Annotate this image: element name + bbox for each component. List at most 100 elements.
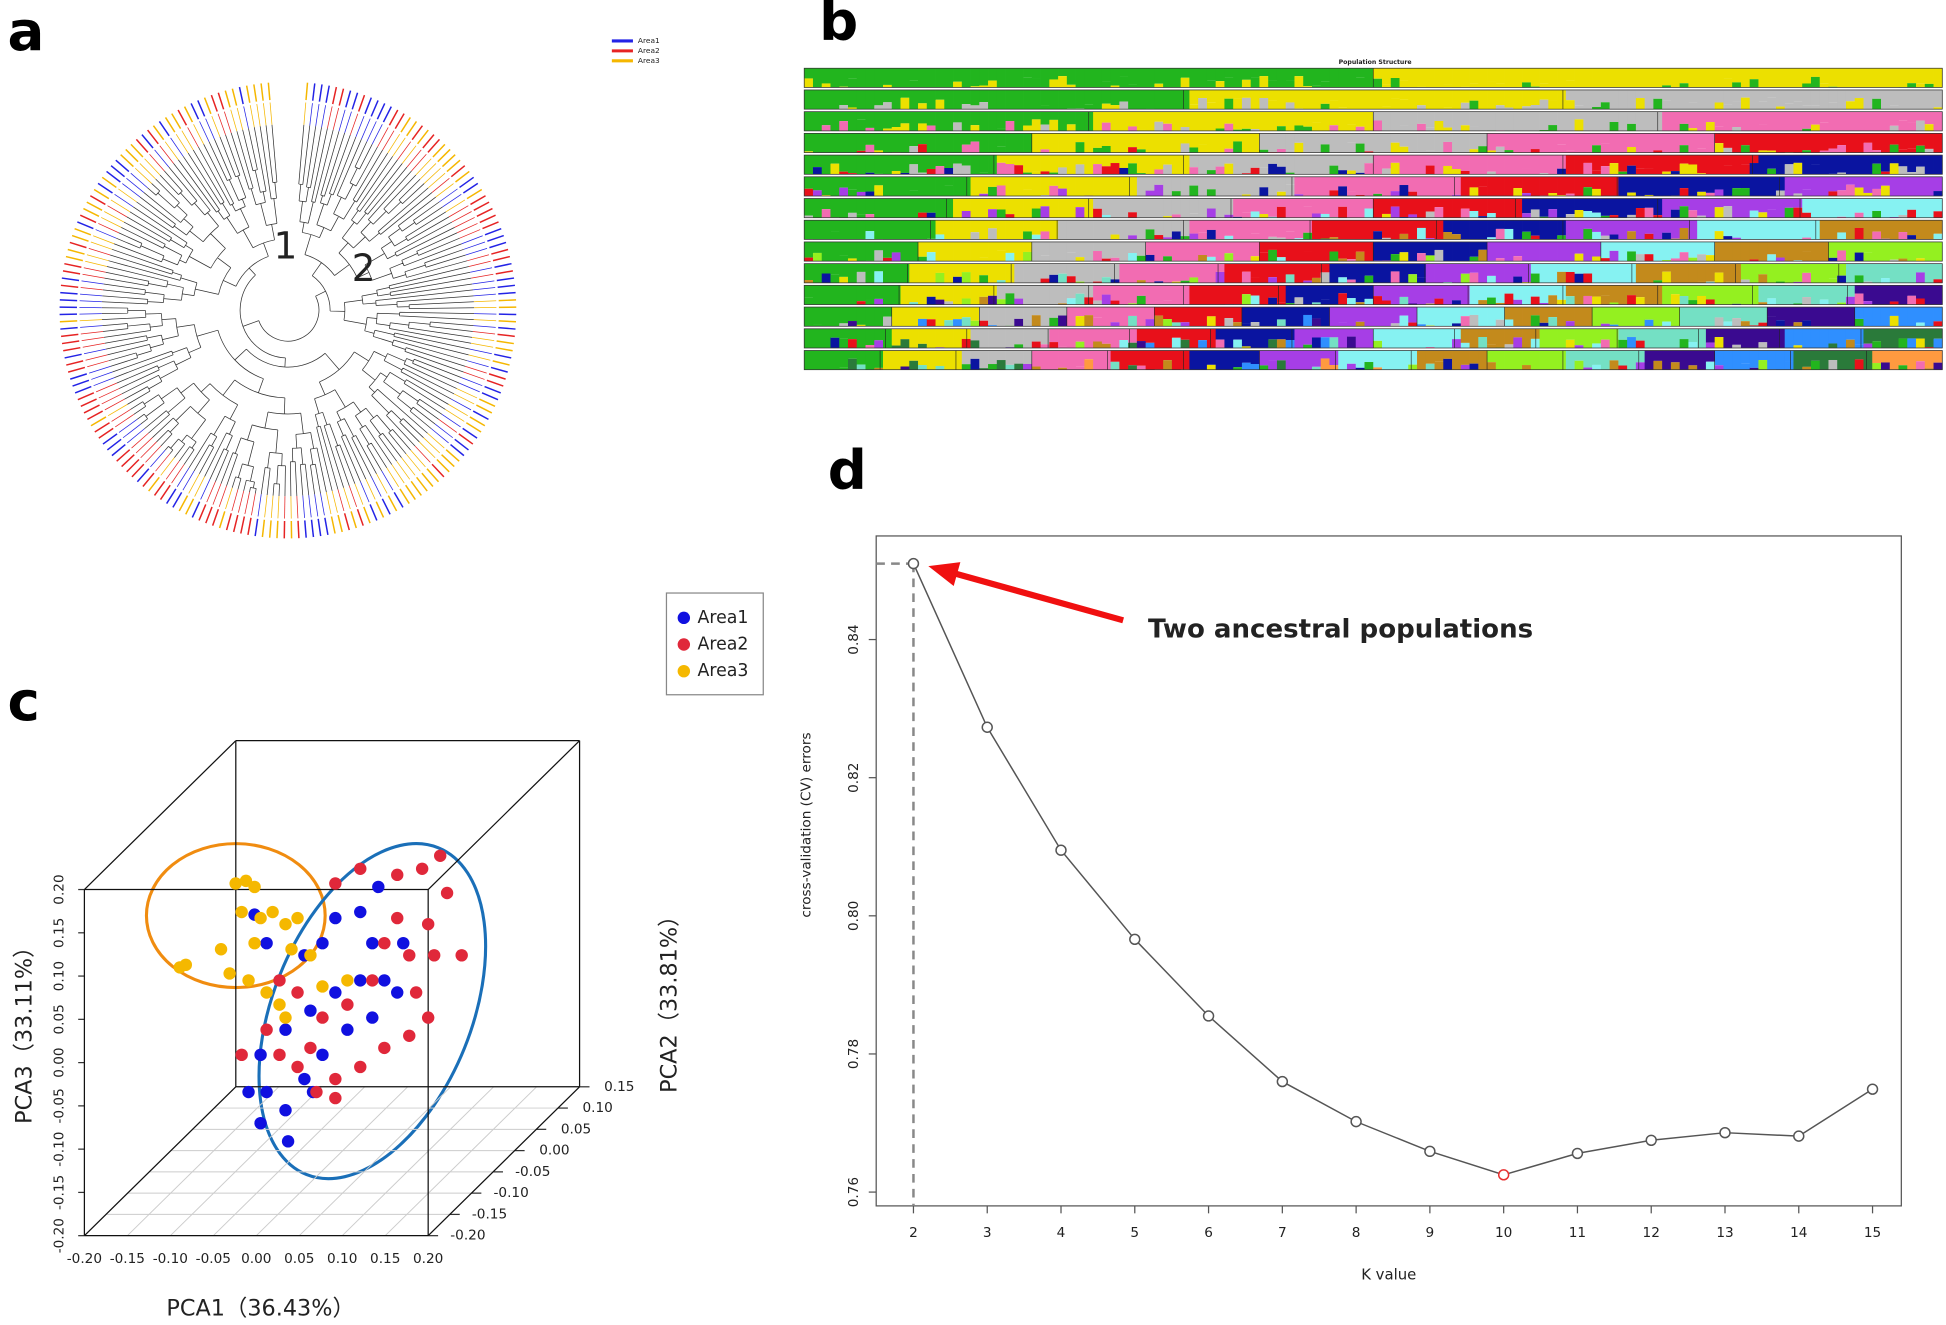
leaf-label bbox=[406, 121, 418, 137]
data-point bbox=[281, 1135, 295, 1148]
ancestry-block bbox=[1303, 176, 1313, 197]
ancestry-block bbox=[1390, 323, 1400, 327]
leaf-label bbox=[498, 299, 517, 302]
ancestry-block bbox=[1889, 241, 1899, 260]
ancestry-block bbox=[1513, 276, 1523, 283]
ancestry-block bbox=[1504, 263, 1514, 283]
ancestry-block bbox=[1548, 220, 1558, 240]
ancestry-block bbox=[1495, 68, 1505, 84]
ancestry-block bbox=[1285, 274, 1295, 283]
ancestry-block bbox=[847, 321, 858, 327]
ancestry-block bbox=[1557, 111, 1567, 131]
ancestry-block bbox=[865, 307, 875, 327]
ancestry-block bbox=[979, 368, 989, 370]
ancestry-block bbox=[970, 285, 980, 305]
ancestry-block bbox=[1697, 148, 1707, 153]
ancestry-block bbox=[1592, 256, 1602, 262]
ancestry-block bbox=[1276, 302, 1287, 305]
ancestry-block bbox=[918, 307, 928, 319]
ancestry-block bbox=[865, 155, 875, 173]
leaf-label bbox=[191, 501, 201, 518]
ancestry-block bbox=[1854, 293, 1864, 305]
ancestry-block bbox=[1600, 176, 1610, 197]
ancestry-block bbox=[847, 89, 858, 108]
ancestry-block bbox=[804, 285, 814, 298]
ancestry-block bbox=[1767, 155, 1777, 169]
ancestry-block bbox=[1889, 125, 1899, 131]
ancestry-block bbox=[1040, 195, 1050, 197]
ancestry-block bbox=[1845, 176, 1856, 185]
ancestry-block bbox=[1697, 133, 1707, 149]
ancestry-block bbox=[1714, 307, 1724, 318]
ancestry-block bbox=[812, 133, 823, 153]
ancestry-block bbox=[1399, 125, 1409, 131]
ancestry-block bbox=[1128, 315, 1138, 327]
ancestry-block bbox=[1373, 340, 1383, 348]
ancestry-block bbox=[1600, 220, 1610, 236]
ancestry-block bbox=[1285, 328, 1295, 341]
ancestry-block bbox=[812, 263, 823, 283]
ancestry-block bbox=[874, 176, 884, 186]
ancestry-block bbox=[1924, 155, 1934, 175]
ancestry-block bbox=[918, 68, 928, 88]
ancestry-block bbox=[1583, 328, 1593, 348]
ancestry-block bbox=[1443, 127, 1453, 131]
leaf-label bbox=[224, 90, 231, 108]
ancestry-block bbox=[944, 263, 954, 283]
ancestry-block bbox=[1119, 155, 1129, 168]
ancestry-block bbox=[1837, 220, 1847, 233]
ancestry-block bbox=[1872, 285, 1882, 305]
ancestry-block bbox=[1530, 285, 1540, 297]
ancestry-block bbox=[1128, 253, 1138, 262]
ancestry-block bbox=[1749, 307, 1759, 326]
ancestry-block bbox=[1294, 111, 1304, 126]
ancestry-block bbox=[1819, 241, 1829, 262]
ancestry-block bbox=[1101, 263, 1111, 278]
ancestry-block bbox=[1714, 133, 1724, 144]
ancestry-block bbox=[1101, 155, 1111, 167]
ancestry-block bbox=[1592, 106, 1602, 110]
ancestry-block bbox=[1688, 241, 1698, 258]
ancestry-block bbox=[1758, 101, 1768, 110]
ancestry-block bbox=[1023, 285, 1033, 305]
ancestry-block bbox=[909, 80, 919, 88]
ancestry-block bbox=[1023, 189, 1033, 197]
ancestry-block bbox=[1276, 237, 1287, 240]
leaf-branch bbox=[327, 106, 333, 129]
ancestry-block bbox=[1023, 172, 1033, 175]
ancestry-block bbox=[1373, 120, 1383, 131]
ancestry-block bbox=[1425, 133, 1435, 151]
ancestry-block bbox=[935, 272, 945, 283]
ancestry-block bbox=[874, 133, 884, 151]
ancestry-block bbox=[847, 78, 858, 88]
leaf-label bbox=[450, 165, 466, 178]
ancestry-block bbox=[1460, 89, 1470, 103]
ancestry-block bbox=[1346, 176, 1357, 192]
ancestry-block bbox=[1828, 241, 1838, 258]
ancestry-block bbox=[1373, 89, 1383, 110]
ancestry-block bbox=[1688, 102, 1698, 110]
ancestry-block bbox=[1583, 211, 1593, 218]
ancestry-block bbox=[1452, 241, 1462, 262]
ancestry-block bbox=[970, 198, 980, 218]
ancestry-block bbox=[1268, 236, 1278, 240]
leaf-branch bbox=[314, 494, 319, 517]
ancestry-block bbox=[1101, 220, 1111, 240]
ancestry-block bbox=[1189, 198, 1199, 214]
row-frame bbox=[803, 306, 1943, 327]
ancestry-block bbox=[1688, 350, 1698, 366]
leaf-label bbox=[370, 100, 379, 117]
ancestry-block bbox=[1635, 241, 1646, 255]
ancestry-block bbox=[1880, 328, 1891, 348]
leaf-label bbox=[399, 488, 410, 504]
ancestry-block bbox=[1793, 285, 1803, 304]
ancestry-block bbox=[1574, 210, 1584, 218]
ancestry-block bbox=[1609, 155, 1619, 164]
ancestry-block bbox=[1066, 252, 1076, 262]
ancestry-block bbox=[1285, 340, 1295, 348]
ancestry-block bbox=[1653, 280, 1663, 283]
ancestry-block bbox=[1609, 307, 1619, 325]
ancestry-block bbox=[1215, 68, 1225, 82]
ancestry-block bbox=[1688, 198, 1698, 211]
ancestry-block bbox=[1714, 285, 1724, 305]
